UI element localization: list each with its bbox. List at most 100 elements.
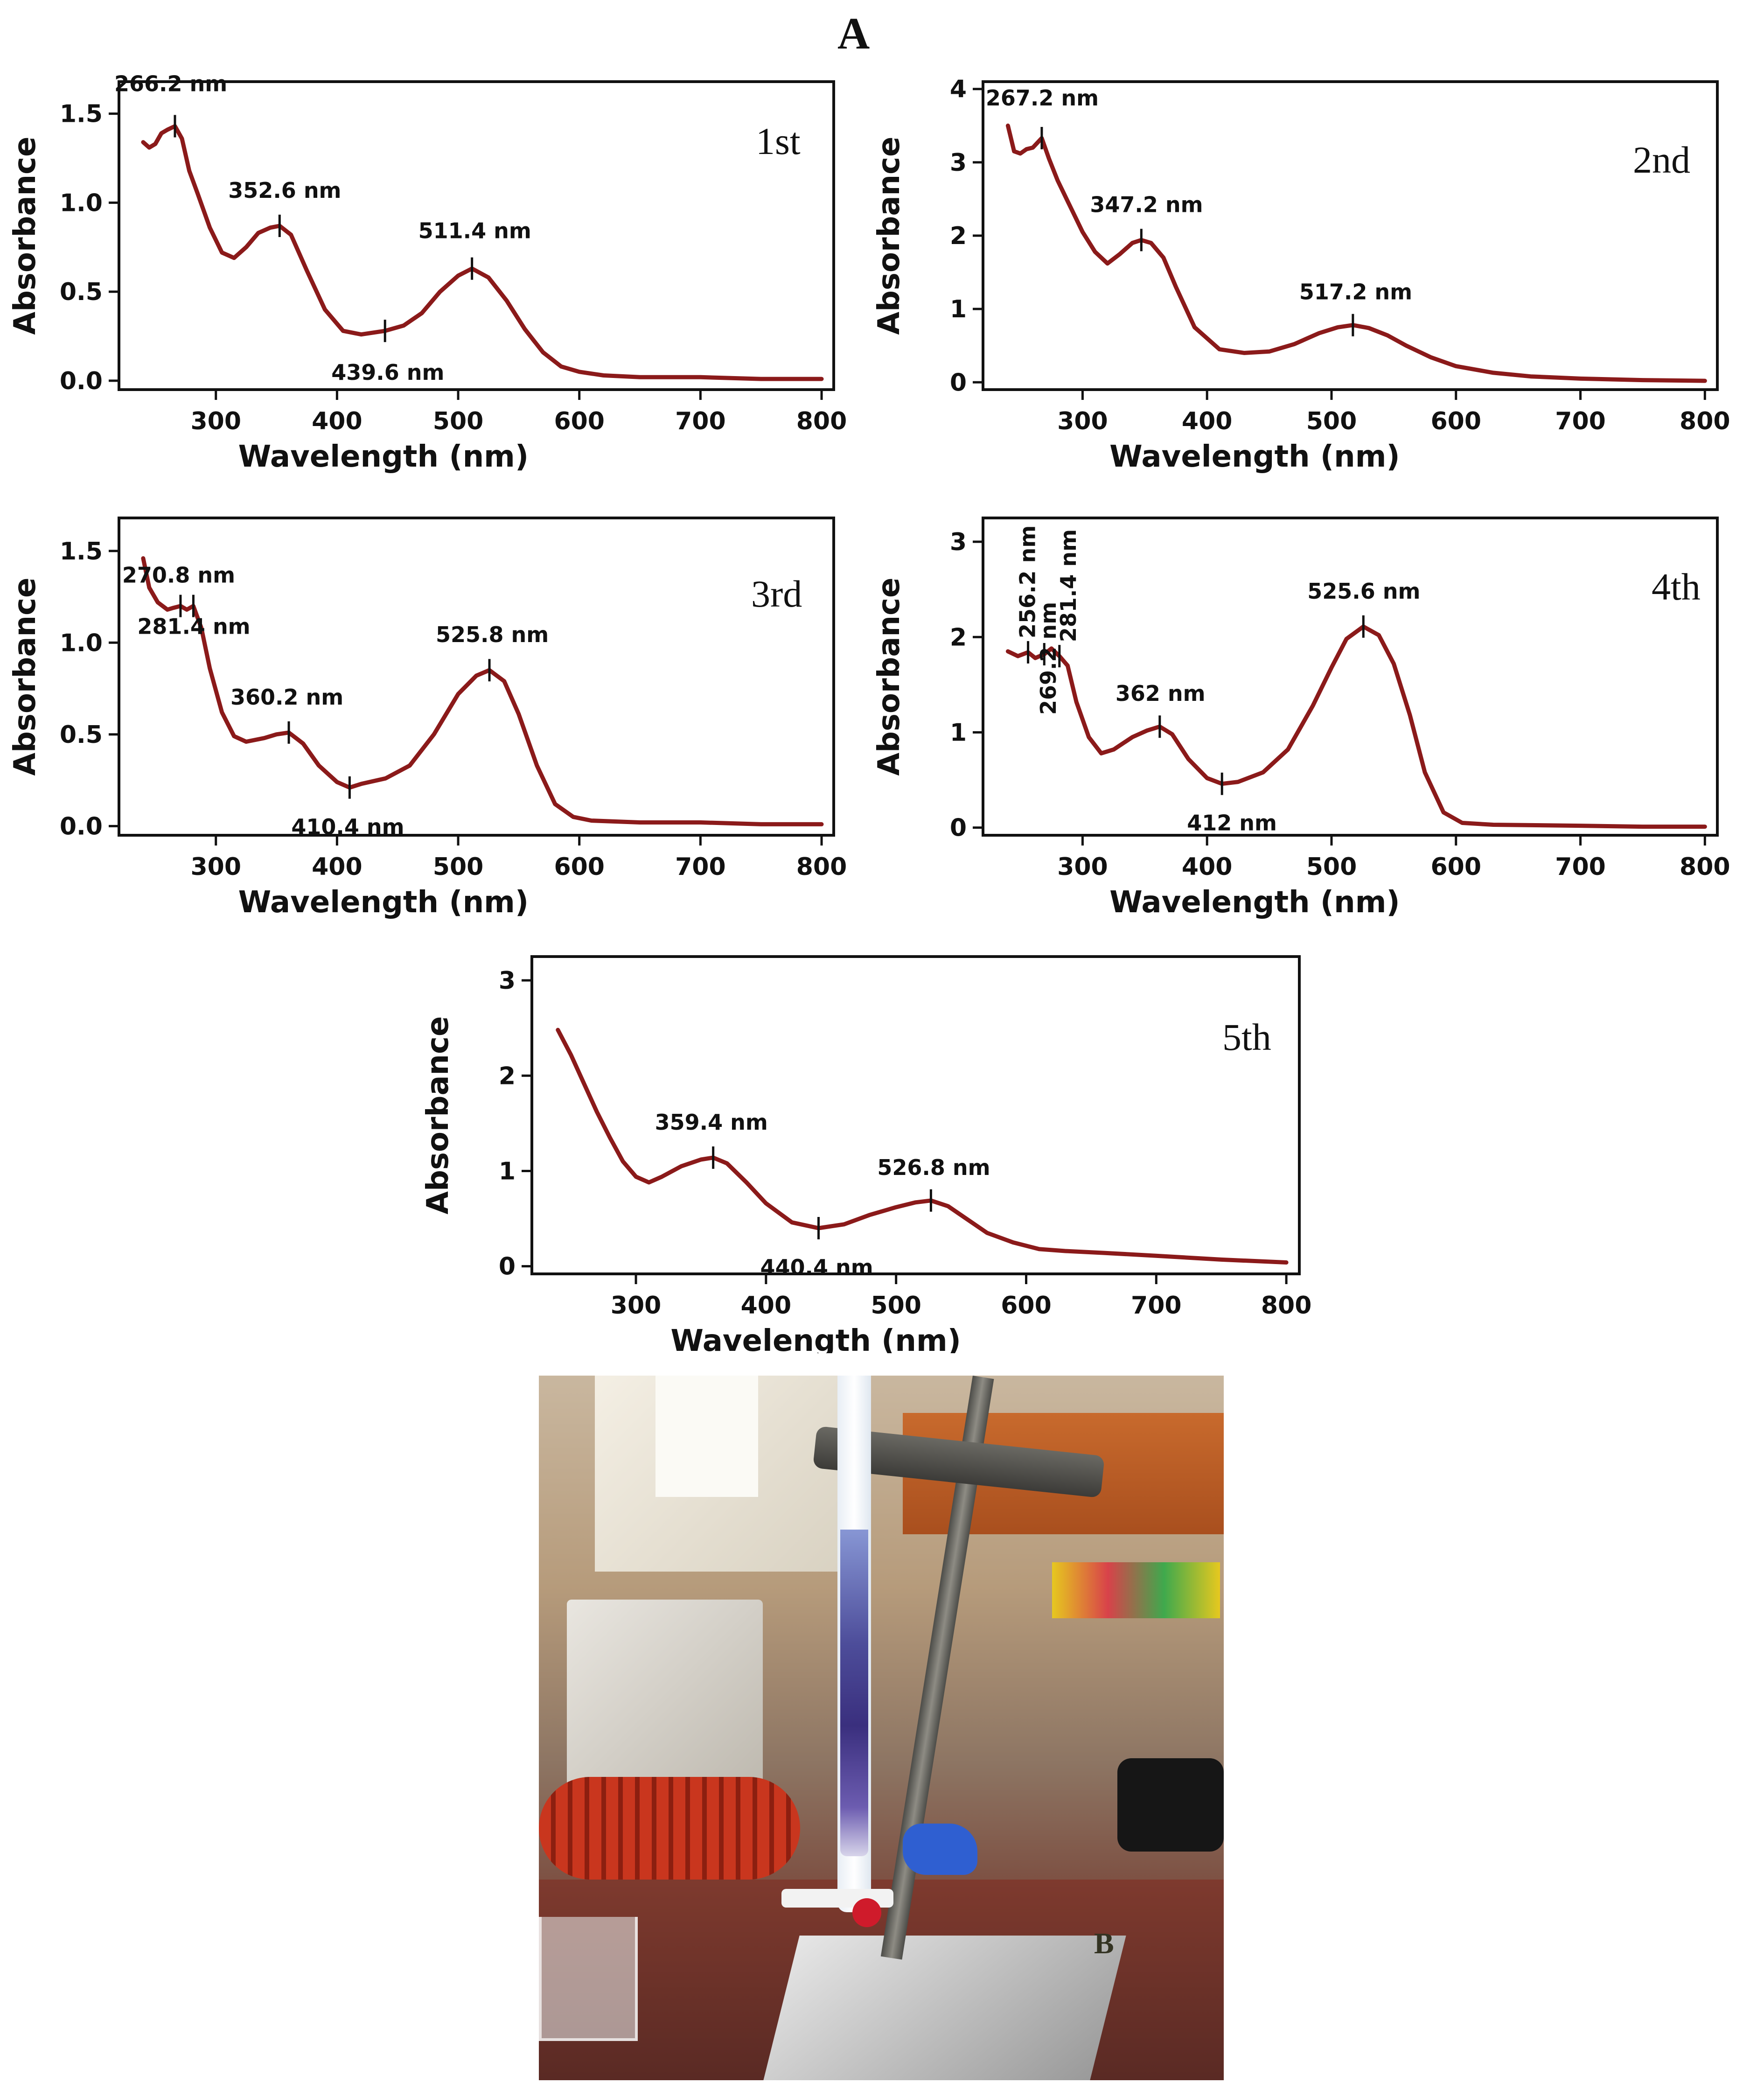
- x-tick-label: 700: [675, 853, 726, 881]
- peak-annotation: 439.6 nm: [331, 360, 444, 385]
- x-tick-label: 400: [741, 1292, 792, 1320]
- peak-annotation: 352.6 nm: [228, 178, 341, 203]
- peak-annotation: 511.4 nm: [418, 218, 531, 244]
- x-axis-title: Wavelength (nm): [1109, 440, 1400, 474]
- peak-annotation: 359.4 nm: [655, 1110, 768, 1135]
- x-tick-label: 500: [1306, 407, 1357, 435]
- y-tick-label: 3: [950, 528, 967, 556]
- spectrum-chart-2nd: 300 400 500 600 700 800 0 1 2 3 4 Wavelength (nm) Ab…: [872, 76, 1730, 474]
- spectrum-chart-5th: 300 400 500 600 700 800 0 1 2 3 Wavelength (nm) Abs…: [421, 955, 1311, 1353]
- peak-annotation: 281.4 nm: [1056, 529, 1081, 642]
- spectrum-chart-3rd: 300 400 500 600 700 800 0.0 0.5 1.0 1.5 Wavelength…: [8, 517, 847, 920]
- column-chromatography-photo: B: [539, 1376, 1224, 2080]
- x-axis-title: Wavelength (nm): [238, 440, 529, 474]
- x-tick-label: 400: [1182, 407, 1233, 435]
- peak-annotation: 256.2 nm: [1015, 525, 1040, 638]
- y-tick-label: 0.5: [60, 278, 103, 306]
- peak-annotation: 526.8 nm: [877, 1155, 990, 1180]
- plot-frame: [118, 80, 835, 391]
- panel-a-label: A: [837, 8, 870, 58]
- order-label: 3rd: [751, 573, 802, 615]
- y-tick-label: 0.0: [60, 367, 103, 395]
- y-tick-label: 0.5: [60, 721, 103, 749]
- y-tick-label: 3: [950, 149, 967, 177]
- plot-frame: [530, 955, 1301, 1275]
- peak-annotation: 517.2 nm: [1299, 280, 1412, 305]
- absorbance-series-line: [141, 556, 824, 826]
- y-tick-label: 2: [950, 623, 967, 651]
- y-tick-label: 1: [950, 719, 967, 747]
- absorbance-series-line: [1005, 624, 1707, 829]
- y-tick-label: 2: [950, 222, 967, 250]
- y-axis-title: Absorbance: [872, 578, 906, 776]
- order-label: 2nd: [1633, 139, 1690, 181]
- order-label: 1st: [756, 120, 801, 162]
- black-bag: [1117, 1758, 1224, 1852]
- y-tick-label: 1: [950, 295, 967, 323]
- y-tick-label: 1.5: [60, 538, 103, 566]
- x-tick-label: 400: [312, 407, 363, 435]
- y-tick-label: 1: [499, 1157, 516, 1185]
- x-tick-label: 500: [433, 853, 484, 881]
- peak-annotation: 266.2 nm: [114, 71, 227, 96]
- red-cap: [852, 1898, 881, 1927]
- x-tick-label: 500: [433, 407, 484, 435]
- x-tick-label: 800: [1680, 407, 1730, 435]
- y-axis-title: Absorbance: [872, 137, 906, 335]
- peak-annotation: 360.2 nm: [230, 685, 343, 710]
- y-axis-title: Absorbance: [421, 1016, 455, 1215]
- x-tick-label: 700: [675, 407, 726, 435]
- y-tick-label: 1.0: [60, 629, 103, 657]
- x-tick-label: 500: [1306, 853, 1357, 881]
- x-tick-label: 400: [1182, 853, 1233, 881]
- x-tick-label: 800: [1680, 853, 1730, 881]
- order-label: 4th: [1652, 566, 1701, 608]
- peak-annotation: 525.8 nm: [436, 622, 549, 647]
- spectrum-chart-4th: 300 400 500 600 700 800 0 1 2 3 Wavelength (nm) Abs…: [872, 517, 1730, 920]
- blue-glove: [903, 1824, 977, 1875]
- absorbance-series-line: [141, 124, 824, 381]
- beaker: [539, 1917, 638, 2041]
- absorbance-series-line: [1005, 123, 1707, 383]
- peak-annotation: 525.6 nm: [1307, 579, 1420, 604]
- x-tick-label: 300: [1057, 407, 1108, 435]
- column-packing: [840, 1530, 868, 1856]
- x-tick-label: 300: [190, 407, 241, 435]
- y-tick-label: 4: [950, 76, 967, 104]
- x-tick-label: 300: [1057, 853, 1108, 881]
- x-axis-title: Wavelength (nm): [238, 885, 529, 920]
- x-tick-label: 600: [1001, 1292, 1052, 1320]
- y-tick-label: 1.0: [60, 189, 103, 217]
- x-tick-label: 600: [554, 407, 605, 435]
- peak-annotation: 412 nm: [1187, 811, 1277, 836]
- plot-frame: [982, 517, 1719, 837]
- x-tick-label: 800: [796, 853, 847, 881]
- panel-b-label: B: [1094, 1927, 1114, 1960]
- y-tick-label: 2: [499, 1062, 516, 1090]
- y-tick-label: 0: [950, 369, 967, 397]
- x-tick-label: 700: [1555, 407, 1606, 435]
- window-light: [655, 1376, 758, 1497]
- y-tick-label: 0: [950, 814, 967, 842]
- y-tick-label: 0.0: [60, 812, 103, 840]
- x-tick-label: 400: [312, 853, 363, 881]
- red-tubing: [539, 1777, 800, 1880]
- y-axis-title: Absorbance: [8, 137, 42, 335]
- peak-annotation: 440.4 nm: [760, 1255, 873, 1280]
- x-tick-label: 300: [190, 853, 241, 881]
- absorbance-series-line: [556, 1028, 1289, 1265]
- x-tick-label: 500: [871, 1292, 921, 1320]
- plot-frame: [982, 80, 1719, 391]
- spectrum-chart-1st: 300 400 500 600 700 800 0.0 0.5 1.0 1.5 Wavelength…: [8, 71, 847, 474]
- plot-frame: [118, 517, 835, 837]
- spectra-figure: 300 400 500 600 700 8000.00.51.01.5Wavelength…: [8, 71, 1730, 1353]
- y-tick-label: 0: [499, 1253, 516, 1281]
- x-tick-label: 700: [1555, 853, 1606, 881]
- peak-annotation: 267.2 nm: [986, 85, 1099, 111]
- peak-annotation: 281.4 nm: [137, 614, 250, 639]
- stand-base: [763, 1936, 1126, 2080]
- y-tick-label: 1.5: [60, 100, 103, 128]
- x-axis-title: Wavelength (nm): [670, 1324, 961, 1353]
- x-tick-label: 600: [554, 853, 605, 881]
- x-axis-title: Wavelength (nm): [1109, 885, 1400, 920]
